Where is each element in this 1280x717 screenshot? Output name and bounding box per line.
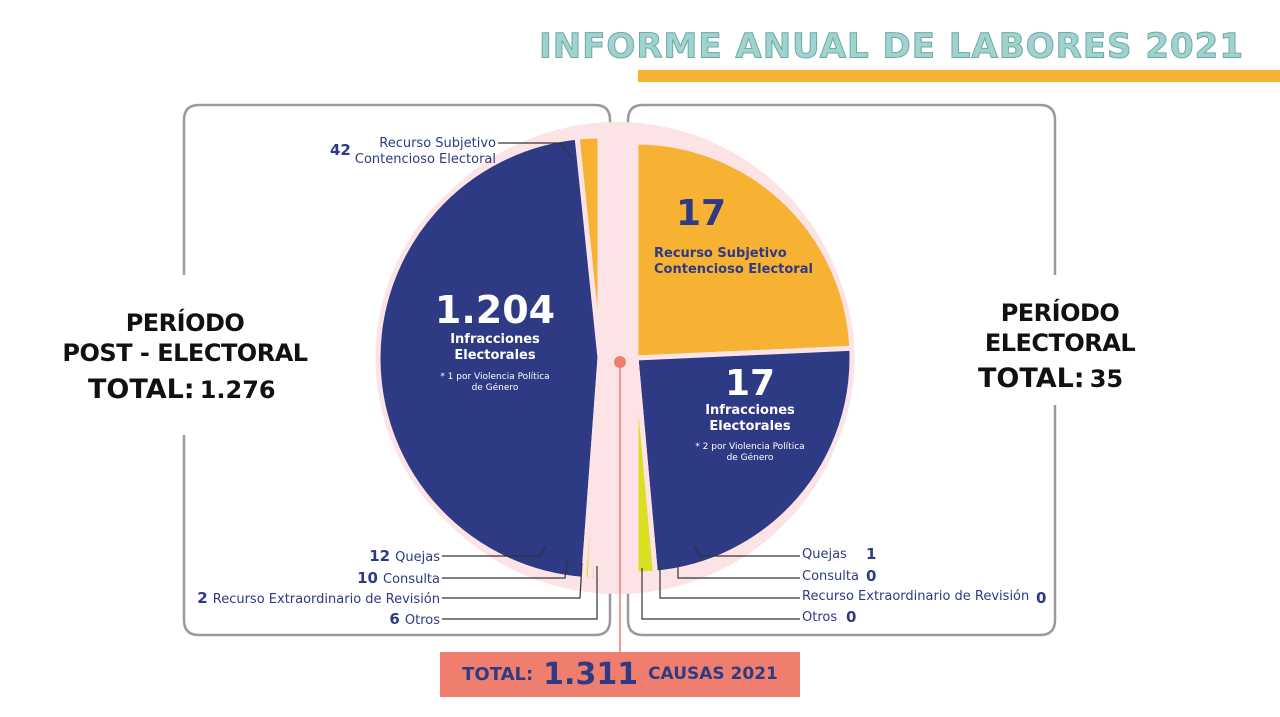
note: * 2 por Violencia Política de Género [695,442,805,463]
value-label: 0 [1036,589,1047,607]
page-title: INFORME ANUAL DE LABORES 2021 [539,27,1244,67]
total: TOTAL: 35 [978,363,1123,395]
footer-box [440,652,800,697]
category-label: Infracciones Electorales [450,332,540,363]
footer-unit: CAUSAS 2021 [648,664,778,685]
period-label: PERÍODO POST - ELECTORAL [62,309,308,367]
value-label: 6 [389,610,400,628]
category-label: Quejas [802,547,847,562]
wedge [375,134,603,582]
total-value: 35 [1089,365,1124,393]
value-label: 0 [846,608,857,626]
category-label: Recurso Extraordinario de Revisión [212,592,440,607]
leader [442,566,598,620]
leader [693,545,800,557]
leader [442,562,583,599]
period-label: PERÍODO ELECTORAL [984,299,1136,357]
leader [641,568,800,620]
row: 10 Consulta [180,568,440,588]
footer: TOTAL: 1.311 CAUSAS 2021 [440,652,800,697]
total: TOTAL: 1.276 [88,374,276,406]
wedge [633,345,855,576]
value-label: 10 [357,569,378,587]
row: 6 Otros [180,609,440,629]
wedge [594,355,603,583]
value-label: 1 [866,545,877,563]
leader [442,545,547,557]
category-label: Recurso Subjetivo Contencioso Electoral [654,246,813,277]
wedge [633,355,658,577]
category-label: Otros [404,613,440,628]
category-label: Recurso Subjetivo Contencioso Electoral [354,136,496,167]
wedges [375,133,855,583]
leaders [442,142,800,620]
total-title: TOTAL: [978,363,1085,394]
value-label: 17 [724,363,776,404]
leader [677,562,800,579]
wedge [633,139,855,361]
value-label: 12 [369,547,391,565]
total-value: 1.276 [199,376,276,404]
value-label: 42 [330,141,351,159]
row: 12 Quejas [180,546,440,566]
title-bar [638,70,1280,82]
leader [659,566,800,599]
category-label: Quejas [395,550,440,565]
category-label: Consulta [802,569,859,584]
footer-total: 1.311 [543,656,639,692]
value-label: 0 [866,567,877,585]
total-title: TOTAL: [88,374,195,405]
category-label: Infracciones Electorales [705,403,795,434]
value-label: 1.204 [434,288,556,332]
leader [498,142,573,159]
value-label: 17 [676,193,727,234]
footer-title: TOTAL: [462,663,534,685]
category-label: Consulta [383,572,440,587]
value-label: 2 [197,589,208,607]
note: * 1 por Violencia Política de Género [440,372,550,393]
row: 2 Recurso Extraordinario de Revisión [150,588,440,608]
category-label: Otros [802,610,838,625]
center-dot [614,356,626,368]
category-label: Recurso Extraordinario de Revisión [802,589,1030,604]
leader [442,559,568,579]
